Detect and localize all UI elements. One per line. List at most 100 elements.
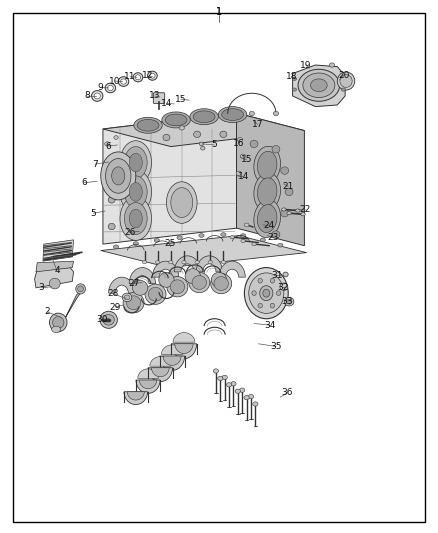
Ellipse shape: [231, 382, 236, 386]
FancyBboxPatch shape: [153, 93, 165, 103]
Ellipse shape: [134, 117, 162, 133]
Ellipse shape: [108, 223, 115, 230]
Text: 15: 15: [241, 156, 252, 164]
Wedge shape: [174, 256, 201, 272]
Ellipse shape: [177, 236, 182, 239]
Ellipse shape: [78, 286, 83, 292]
Text: 8: 8: [84, 92, 90, 100]
Text: 34: 34: [264, 321, 276, 329]
Polygon shape: [161, 345, 183, 354]
Ellipse shape: [340, 75, 352, 87]
Text: 12: 12: [142, 71, 154, 80]
Ellipse shape: [132, 280, 148, 295]
Text: 4: 4: [54, 266, 60, 275]
Text: 1: 1: [216, 7, 222, 16]
Text: 6: 6: [106, 142, 112, 150]
Ellipse shape: [170, 280, 185, 294]
Text: 28: 28: [107, 289, 118, 298]
Ellipse shape: [301, 213, 305, 216]
Polygon shape: [43, 240, 74, 261]
Ellipse shape: [329, 63, 335, 67]
Ellipse shape: [126, 296, 141, 310]
Polygon shape: [36, 261, 74, 272]
Ellipse shape: [124, 295, 130, 300]
Ellipse shape: [124, 147, 147, 179]
Ellipse shape: [220, 131, 227, 138]
Ellipse shape: [53, 317, 64, 328]
Ellipse shape: [244, 223, 249, 227]
Ellipse shape: [296, 209, 300, 212]
Wedge shape: [129, 268, 155, 284]
Ellipse shape: [249, 273, 284, 313]
Ellipse shape: [124, 203, 147, 235]
Wedge shape: [196, 256, 223, 272]
Ellipse shape: [250, 140, 258, 148]
Polygon shape: [55, 288, 84, 324]
Polygon shape: [139, 380, 157, 389]
Ellipse shape: [124, 176, 147, 208]
Text: 29: 29: [110, 303, 121, 311]
Ellipse shape: [133, 73, 143, 82]
Ellipse shape: [148, 287, 162, 301]
Ellipse shape: [258, 278, 262, 283]
Polygon shape: [127, 392, 144, 400]
Ellipse shape: [155, 261, 160, 264]
Ellipse shape: [165, 114, 187, 126]
Wedge shape: [219, 261, 245, 277]
Ellipse shape: [199, 142, 204, 146]
Polygon shape: [163, 356, 181, 365]
Ellipse shape: [171, 188, 193, 217]
Polygon shape: [152, 368, 169, 377]
Ellipse shape: [213, 369, 219, 373]
Ellipse shape: [287, 212, 291, 215]
Text: 27: 27: [128, 279, 140, 288]
Polygon shape: [148, 368, 173, 382]
Ellipse shape: [108, 197, 115, 203]
Polygon shape: [150, 357, 171, 366]
Ellipse shape: [211, 272, 227, 287]
Ellipse shape: [106, 159, 131, 193]
Ellipse shape: [253, 402, 258, 406]
Ellipse shape: [298, 69, 340, 101]
Ellipse shape: [142, 261, 147, 264]
Ellipse shape: [92, 91, 103, 101]
Text: 33: 33: [282, 297, 293, 305]
Ellipse shape: [303, 73, 335, 98]
Text: 31: 31: [272, 271, 283, 280]
Ellipse shape: [189, 272, 210, 293]
Ellipse shape: [282, 208, 286, 211]
Ellipse shape: [283, 272, 288, 277]
Ellipse shape: [52, 326, 60, 333]
Ellipse shape: [281, 209, 289, 217]
Ellipse shape: [123, 293, 144, 313]
Ellipse shape: [281, 167, 289, 174]
Ellipse shape: [49, 313, 67, 332]
Ellipse shape: [272, 231, 280, 238]
Ellipse shape: [208, 261, 212, 264]
Ellipse shape: [254, 146, 280, 184]
Ellipse shape: [240, 233, 246, 237]
Text: 2: 2: [45, 308, 50, 316]
Ellipse shape: [129, 209, 142, 228]
Ellipse shape: [244, 395, 249, 400]
Text: 15: 15: [175, 95, 187, 103]
Ellipse shape: [185, 269, 200, 284]
Text: 36: 36: [282, 389, 293, 397]
Ellipse shape: [145, 284, 166, 304]
Ellipse shape: [311, 79, 327, 92]
Ellipse shape: [154, 239, 159, 242]
Ellipse shape: [258, 151, 277, 179]
Ellipse shape: [249, 111, 254, 116]
Text: 32: 32: [277, 284, 289, 292]
Ellipse shape: [103, 314, 114, 325]
Polygon shape: [293, 65, 345, 107]
Ellipse shape: [258, 205, 277, 232]
Polygon shape: [138, 369, 159, 378]
Ellipse shape: [137, 119, 159, 131]
Wedge shape: [109, 277, 135, 293]
Ellipse shape: [120, 141, 152, 184]
Text: 17: 17: [252, 120, 263, 128]
Ellipse shape: [278, 243, 283, 247]
Polygon shape: [175, 344, 193, 353]
Ellipse shape: [120, 197, 152, 240]
